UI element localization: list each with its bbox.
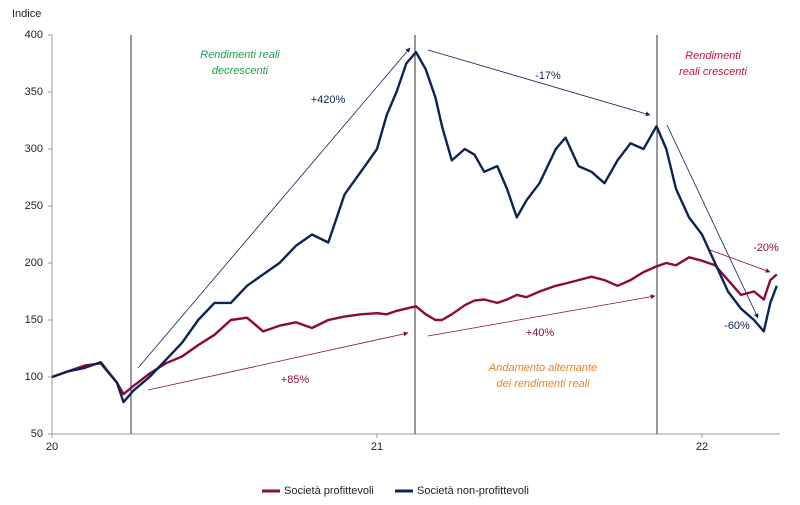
y-tick-label: 300 (25, 143, 43, 155)
annotation: Rendimenti reali (200, 49, 280, 61)
y-tick-label: 50 (31, 428, 43, 440)
y-axis-label: Indice (12, 8, 41, 20)
y-tick-label: 100 (25, 371, 43, 383)
trend-arrow (427, 294, 656, 337)
y-tick-label: 150 (25, 314, 43, 326)
annotation: reali crescenti (679, 66, 747, 78)
annotation: Rendimenti (685, 50, 741, 62)
trend-arrow (147, 331, 409, 391)
annotation: +40% (526, 327, 555, 339)
y-tick-label: 350 (25, 86, 43, 98)
annotation: dei rendimenti reali (497, 378, 590, 390)
x-tick-label: 21 (371, 441, 383, 453)
annotation: -60% (724, 320, 750, 332)
trend-arrow (666, 124, 759, 319)
y-tick-label: 200 (25, 257, 43, 269)
x-tick-label: 20 (46, 441, 58, 453)
annotation: -17% (535, 70, 561, 82)
annotation: +85% (281, 374, 310, 386)
annotation: -20% (753, 242, 779, 254)
y-tick-label: 400 (25, 29, 43, 41)
annotation: +420% (311, 94, 346, 106)
trend-arrow (709, 249, 771, 273)
trend-arrow (427, 49, 651, 117)
series-line (51, 50, 778, 404)
trend-arrow (137, 47, 411, 369)
x-tick-label: 22 (696, 441, 708, 453)
annotation: decrescenti (212, 65, 269, 77)
legend-label: Società non-profittevoli (417, 485, 529, 497)
y-tick-label: 250 (25, 200, 43, 212)
legend-label: Società profittevoli (284, 485, 374, 497)
series-line (51, 256, 778, 396)
annotation: Andamento alternante (488, 362, 597, 374)
